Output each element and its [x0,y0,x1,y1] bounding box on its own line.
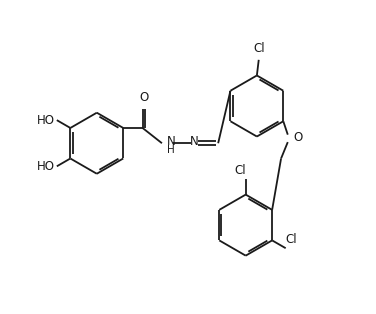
Text: N: N [167,135,176,148]
Text: O: O [293,131,302,144]
Text: Cl: Cl [254,42,265,55]
Text: Cl: Cl [234,164,246,177]
Text: H: H [167,145,175,155]
Text: HO: HO [37,114,55,127]
Text: O: O [139,91,149,104]
Text: HO: HO [37,160,55,173]
Text: Cl: Cl [286,233,297,246]
Text: N: N [190,135,199,148]
